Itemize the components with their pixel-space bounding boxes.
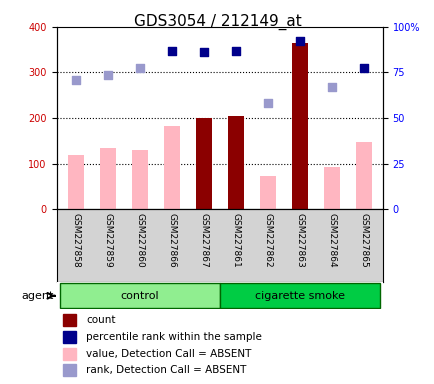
Bar bbox=[63, 331, 76, 343]
Text: GSM227858: GSM227858 bbox=[71, 213, 80, 268]
Point bbox=[136, 65, 143, 71]
Text: GDS3054 / 212149_at: GDS3054 / 212149_at bbox=[133, 13, 301, 30]
Text: GSM227862: GSM227862 bbox=[263, 213, 272, 268]
Text: GSM227866: GSM227866 bbox=[167, 213, 176, 268]
Point bbox=[104, 72, 111, 78]
Bar bbox=[132, 150, 148, 209]
Bar bbox=[63, 348, 76, 359]
Text: agent: agent bbox=[21, 291, 53, 301]
Bar bbox=[99, 148, 115, 209]
Text: GSM227859: GSM227859 bbox=[103, 213, 112, 268]
Text: control: control bbox=[120, 291, 159, 301]
Text: cigarette smoke: cigarette smoke bbox=[254, 291, 344, 301]
Text: GSM227867: GSM227867 bbox=[199, 213, 208, 268]
Bar bbox=[63, 314, 76, 326]
Point bbox=[232, 48, 239, 54]
Text: GSM227861: GSM227861 bbox=[230, 213, 240, 268]
Bar bbox=[259, 176, 275, 209]
Point bbox=[72, 77, 79, 83]
Bar bbox=[227, 116, 243, 209]
FancyBboxPatch shape bbox=[219, 283, 379, 308]
Point bbox=[327, 84, 334, 90]
Text: percentile rank within the sample: percentile rank within the sample bbox=[86, 332, 261, 342]
Point bbox=[359, 65, 366, 71]
Text: GSM227865: GSM227865 bbox=[358, 213, 367, 268]
Bar bbox=[355, 142, 371, 209]
Text: GSM227863: GSM227863 bbox=[294, 213, 303, 268]
Bar bbox=[323, 167, 339, 209]
Text: value, Detection Call = ABSENT: value, Detection Call = ABSENT bbox=[86, 349, 251, 359]
Text: count: count bbox=[86, 315, 115, 325]
Text: GSM227864: GSM227864 bbox=[326, 213, 335, 268]
Bar bbox=[63, 364, 76, 376]
Bar bbox=[163, 126, 179, 209]
Point bbox=[263, 100, 270, 106]
FancyBboxPatch shape bbox=[59, 283, 219, 308]
Bar bbox=[195, 118, 211, 209]
Bar bbox=[68, 154, 83, 209]
Point bbox=[296, 38, 302, 44]
Bar bbox=[291, 43, 307, 209]
Point bbox=[168, 48, 175, 54]
Point bbox=[200, 49, 207, 55]
Text: rank, Detection Call = ABSENT: rank, Detection Call = ABSENT bbox=[86, 365, 246, 375]
Text: GSM227860: GSM227860 bbox=[135, 213, 144, 268]
